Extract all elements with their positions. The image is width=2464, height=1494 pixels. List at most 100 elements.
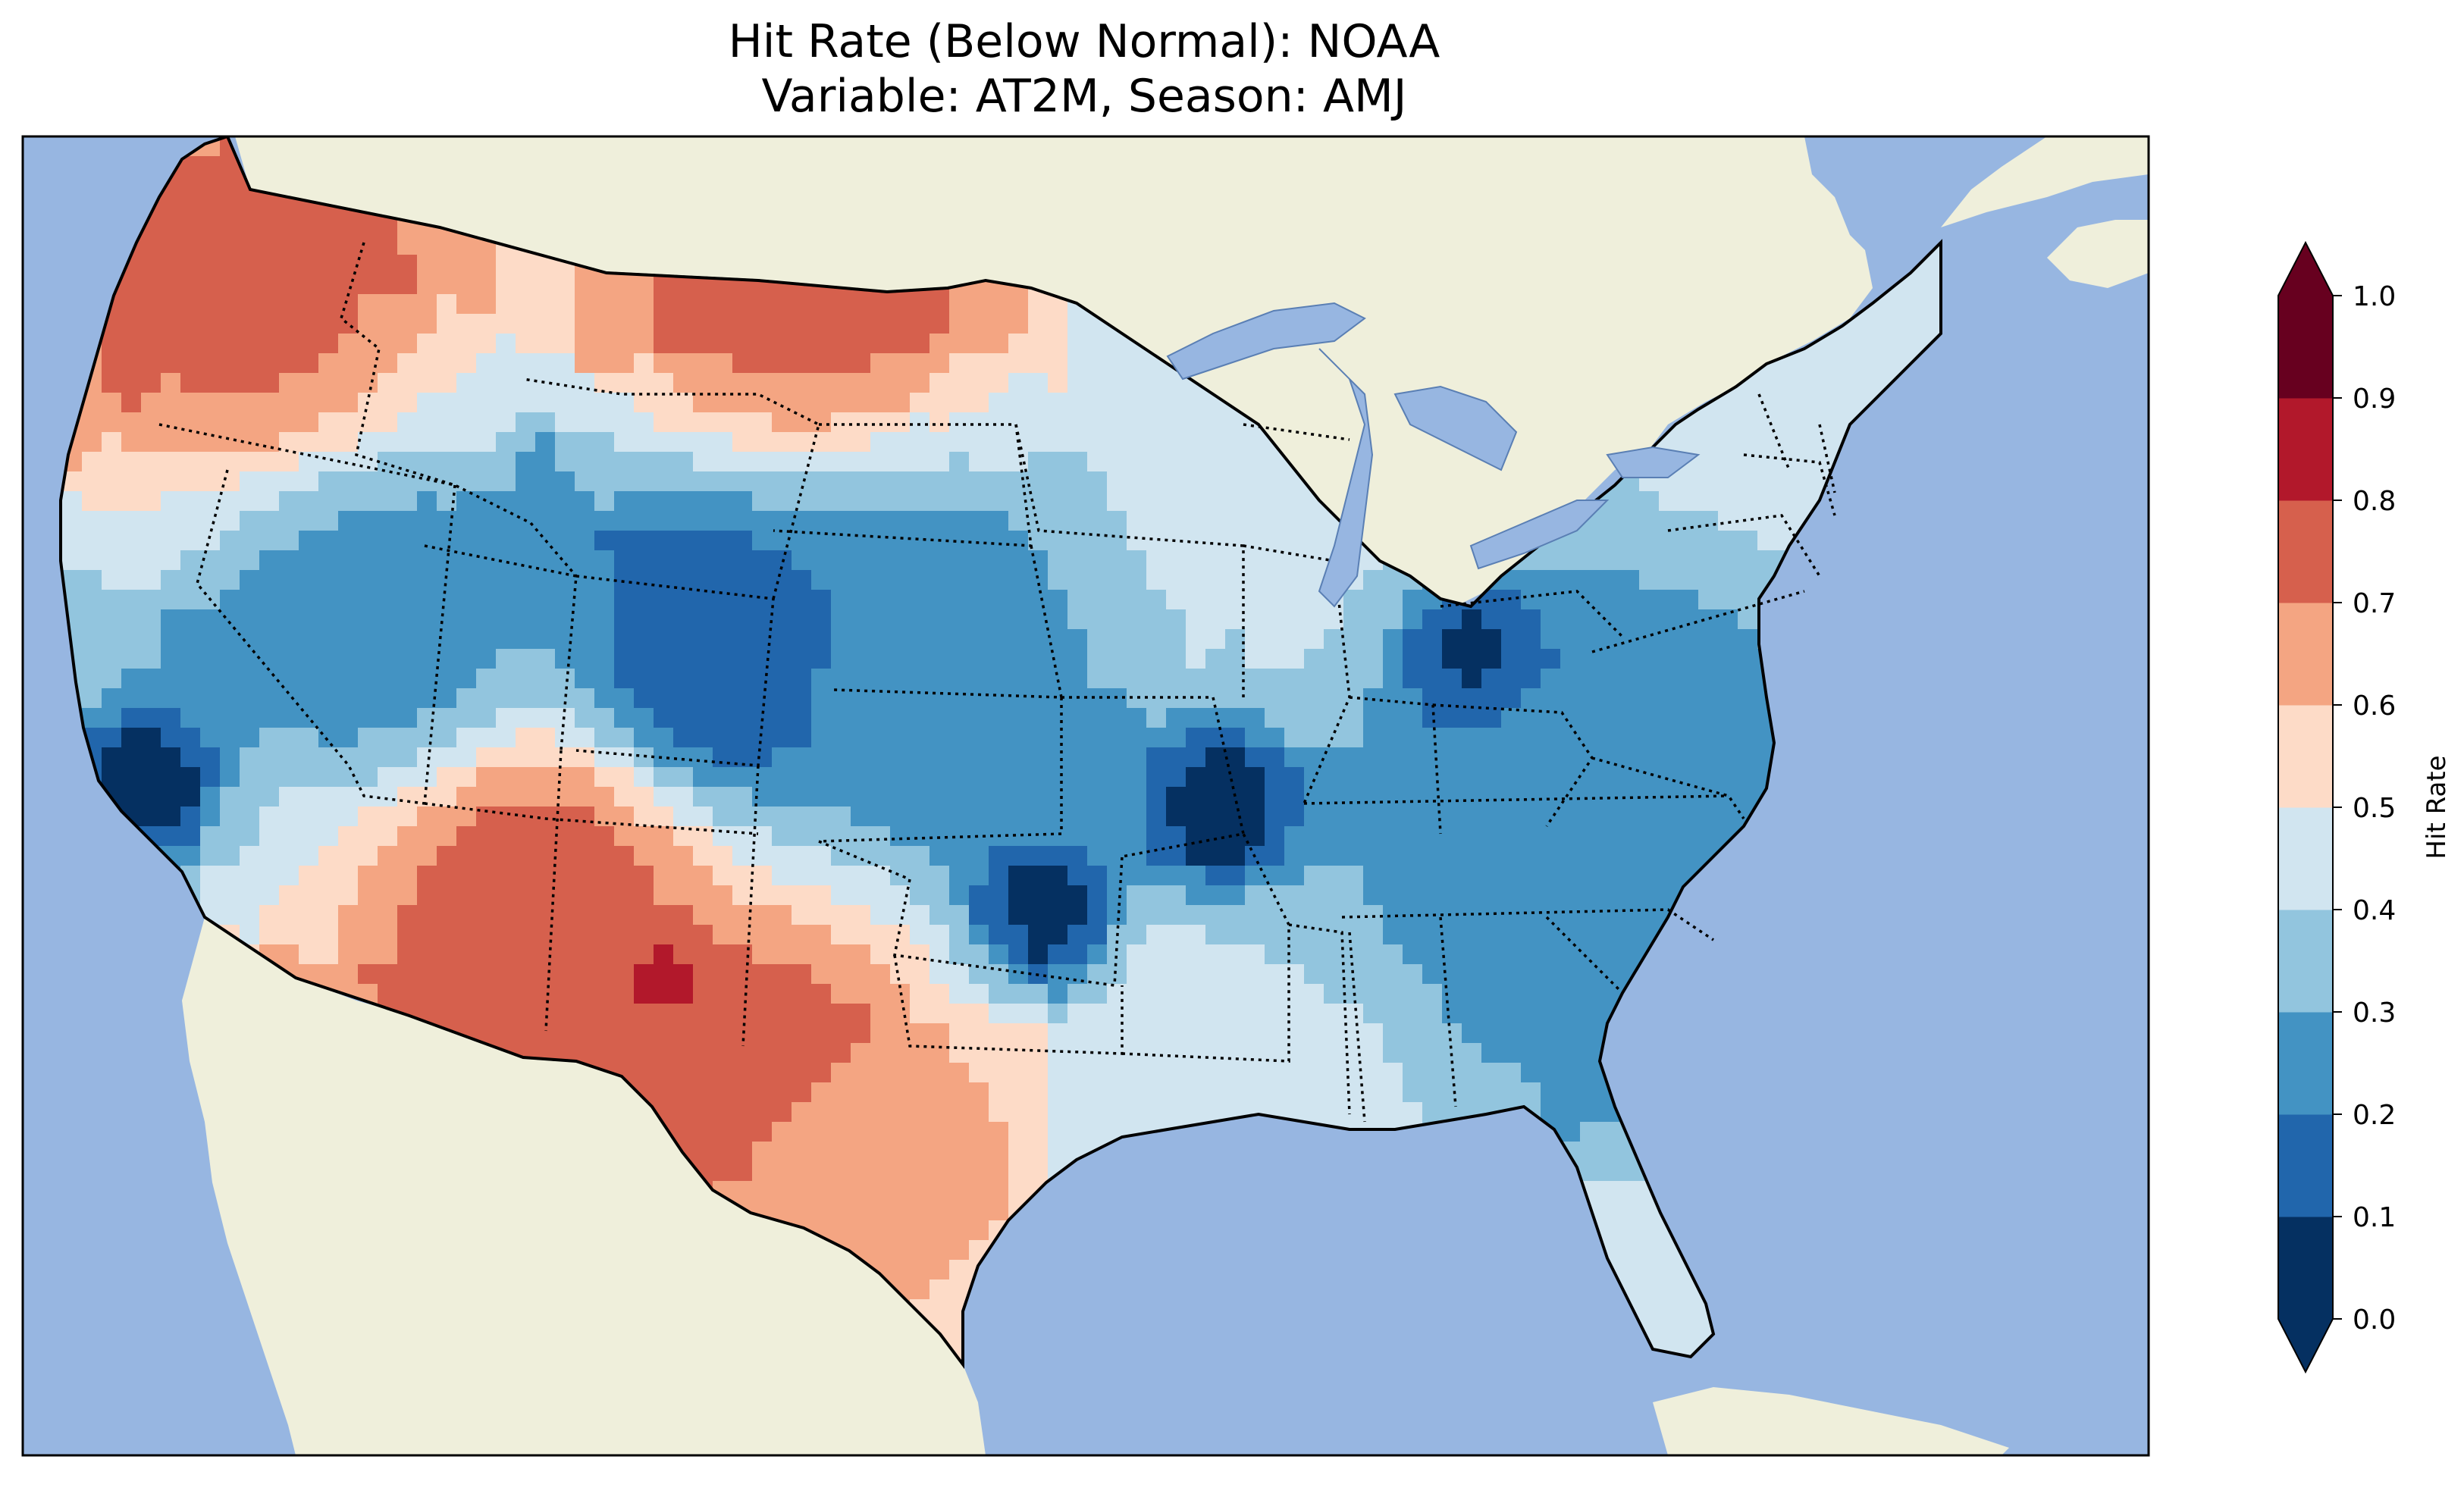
field-cell	[516, 471, 536, 492]
field-cell	[1777, 373, 1798, 393]
field-cell	[1028, 984, 1049, 1004]
field-cell	[397, 511, 418, 531]
field-cell	[1698, 471, 1719, 492]
field-cell	[1146, 432, 1167, 453]
field-cell	[1738, 747, 1758, 768]
field-cell	[397, 629, 418, 650]
field-cell	[358, 728, 378, 748]
field-cell	[1521, 905, 1541, 926]
field-cell	[62, 511, 83, 531]
field-cell	[752, 944, 773, 965]
field-cell	[1639, 550, 1660, 571]
field-cell	[634, 373, 654, 393]
field-cell	[1580, 649, 1600, 669]
field-cell	[1107, 826, 1127, 847]
field-cell	[1087, 944, 1108, 965]
field-cell	[1245, 570, 1265, 590]
field-cell	[1718, 629, 1738, 650]
field-cell	[890, 629, 911, 650]
field-cell	[338, 274, 359, 295]
field-cell	[378, 255, 398, 275]
field-cell	[1343, 747, 1364, 768]
field-cell	[693, 747, 713, 768]
field-cell	[200, 176, 221, 196]
field-cell	[1166, 452, 1187, 472]
field-cell	[437, 373, 457, 393]
field-cell	[969, 629, 989, 650]
field-cell	[378, 491, 398, 512]
field-cell	[496, 294, 516, 315]
field-cell	[1146, 807, 1167, 827]
field-cell	[220, 432, 240, 453]
field-cell	[161, 373, 181, 393]
field-cell	[929, 905, 950, 926]
field-cell	[516, 964, 536, 985]
field-cell	[890, 373, 911, 393]
field-cell	[397, 885, 418, 906]
field-cell	[811, 1023, 832, 1044]
field-cell	[240, 235, 260, 255]
field-cell	[1403, 964, 1423, 985]
field-cell	[397, 550, 418, 571]
field-cell	[358, 866, 378, 886]
field-cell	[1245, 885, 1265, 906]
field-cell	[1422, 609, 1443, 630]
field-cell	[693, 787, 713, 807]
field-cell	[279, 747, 299, 768]
field-cell	[279, 944, 299, 965]
field-cell	[1639, 531, 1660, 551]
field-cell	[358, 471, 378, 492]
field-cell	[634, 353, 654, 374]
field-cell	[516, 885, 536, 906]
field-cell	[772, 353, 792, 374]
field-cell	[476, 432, 497, 453]
field-cell	[713, 334, 733, 354]
field-cell	[318, 570, 339, 590]
field-cell	[417, 669, 437, 689]
field-cell	[1225, 787, 1246, 807]
field-cell	[180, 826, 201, 847]
field-cell	[535, 570, 556, 590]
field-cell	[614, 314, 635, 334]
field-cell	[989, 767, 1009, 788]
map-area	[23, 136, 2149, 1455]
field-cell	[1008, 590, 1029, 610]
field-cell	[1501, 728, 1522, 748]
field-cell	[259, 807, 280, 827]
field-cell	[1639, 728, 1660, 748]
field-cell	[752, 846, 773, 866]
field-cell	[614, 511, 635, 531]
field-cell	[811, 846, 832, 866]
field-cell	[1501, 964, 1522, 985]
field-cell	[594, 570, 615, 590]
field-cell	[1008, 531, 1029, 551]
field-cell	[831, 511, 851, 531]
field-cell	[575, 471, 595, 492]
field-cell	[1718, 747, 1738, 768]
field-cell	[1225, 826, 1246, 847]
field-cell	[1186, 1023, 1206, 1044]
field-cell	[1284, 807, 1305, 827]
field-cell	[713, 708, 733, 728]
field-cell	[1639, 609, 1660, 630]
field-cell	[1324, 944, 1344, 965]
field-cell	[1284, 511, 1305, 531]
field-cell	[180, 235, 201, 255]
field-cell	[437, 885, 457, 906]
field-cell	[102, 570, 122, 590]
field-cell	[240, 314, 260, 334]
field-cell	[1107, 866, 1127, 886]
field-cell	[1580, 629, 1600, 650]
field-cell	[161, 353, 181, 374]
field-cell	[200, 747, 221, 768]
field-cell	[299, 334, 319, 354]
field-cell	[1304, 747, 1324, 768]
field-cell	[1205, 964, 1226, 985]
field-cell	[890, 826, 911, 847]
field-cell	[516, 609, 536, 630]
field-cell	[1738, 412, 1758, 433]
field-cell	[397, 235, 418, 255]
field-cell	[1107, 708, 1127, 728]
field-cell	[1245, 1004, 1265, 1024]
field-cell	[1107, 432, 1127, 453]
